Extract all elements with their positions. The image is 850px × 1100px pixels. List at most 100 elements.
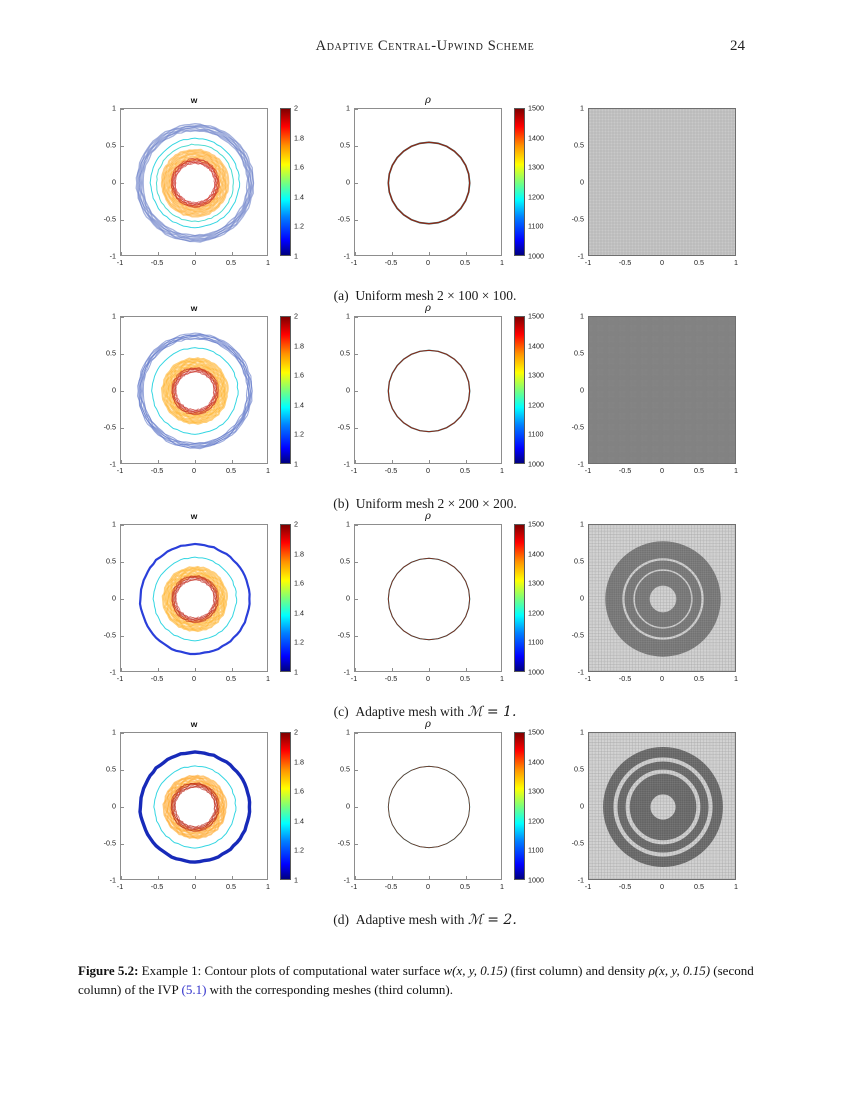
caption-text-2: (first column) and density xyxy=(507,963,649,978)
colorbar-tick-label: 1500 xyxy=(528,103,544,113)
x-tick-label: 0 xyxy=(192,674,196,683)
x-tick-mark xyxy=(232,876,233,879)
subcaption-letter: (b) xyxy=(333,496,356,511)
y-tick-mark xyxy=(121,391,124,392)
y-tick-mark xyxy=(121,733,124,734)
y-tick-mark xyxy=(121,428,124,429)
y-tick-label: 1 xyxy=(580,727,584,737)
rho-plot-title: ρ xyxy=(425,95,431,106)
x-tick-mark xyxy=(158,252,159,255)
x-tick-label: 0.5 xyxy=(226,258,236,267)
mesh-artwork xyxy=(589,733,735,879)
rho-axes-a[interactable] xyxy=(354,108,502,256)
mesh-artwork xyxy=(589,525,735,671)
y-tick-label: 1 xyxy=(580,103,584,113)
x-tick-label: 1 xyxy=(734,466,738,475)
x-tick-label: -1 xyxy=(584,882,592,891)
mesh-axes-c[interactable] xyxy=(588,524,736,672)
x-tick-label: 0.5 xyxy=(694,674,704,683)
rho-axes-b[interactable] xyxy=(354,316,502,464)
w-axes-b[interactable] xyxy=(120,316,268,464)
colorbar-tick-label: 1.8 xyxy=(294,133,304,143)
x-tick-mark xyxy=(195,876,196,879)
y-tick-mark xyxy=(355,844,358,845)
y-tick-label: 0 xyxy=(580,385,584,395)
colorbar-tick-label: 1.2 xyxy=(294,637,304,647)
y-tick-label: 0 xyxy=(112,593,116,603)
x-tick-mark xyxy=(466,876,467,879)
rho-axes-d[interactable] xyxy=(354,732,502,880)
subcaption-letter: (a) xyxy=(333,288,356,303)
running-head-title: Adaptive Central-Upwind Scheme xyxy=(315,38,535,54)
w-axes-d[interactable] xyxy=(120,732,268,880)
y-tick-mark xyxy=(355,733,358,734)
colorbar-tick-label: 1 xyxy=(294,875,298,885)
x-tick-mark xyxy=(355,668,356,671)
mesh-axes-a[interactable] xyxy=(588,108,736,256)
x-tick-label: 0 xyxy=(192,466,196,475)
colorbar-tick-label: 1100 xyxy=(528,221,544,231)
rho-contour-artwork xyxy=(387,557,471,641)
colorbar-tick-label: 1300 xyxy=(528,786,544,796)
x-tick-mark xyxy=(392,252,393,255)
x-tick-mark xyxy=(158,460,159,463)
colorbar-tick-label: 1200 xyxy=(528,192,544,202)
subcaption-math: ℳ = 2. xyxy=(467,912,517,928)
colorbar-tick-label: 2 xyxy=(294,519,298,529)
y-tick-mark xyxy=(355,183,358,184)
x-tick-label: -1 xyxy=(584,258,592,267)
w-axes-c[interactable] xyxy=(120,524,268,672)
y-tick-label: -0.5 xyxy=(103,214,116,224)
colorbar-tick-label: 1300 xyxy=(528,162,544,172)
x-tick-mark xyxy=(466,460,467,463)
y-tick-label: -0.5 xyxy=(571,630,584,640)
y-tick-mark xyxy=(355,354,358,355)
x-tick-label: 0.5 xyxy=(694,466,704,475)
x-tick-label: 0.5 xyxy=(694,258,704,267)
x-tick-label: 0 xyxy=(426,882,430,891)
w-axes-a[interactable] xyxy=(120,108,268,256)
y-tick-label: 0 xyxy=(112,801,116,811)
colorbar-tick-label: 1.2 xyxy=(294,221,304,231)
x-tick-mark xyxy=(429,460,430,463)
mesh-axes-d[interactable] xyxy=(588,732,736,880)
y-tick-label: -0.5 xyxy=(103,838,116,848)
x-tick-label: -0.5 xyxy=(384,882,398,891)
x-tick-mark xyxy=(392,876,393,879)
equation-reference-link[interactable]: (5.1) xyxy=(181,981,207,997)
colorbar-tick-label: 1.6 xyxy=(294,370,304,380)
subcaption-text: Adaptive mesh with xyxy=(355,912,468,927)
y-tick-label: 1 xyxy=(346,727,350,737)
x-tick-label: 0.5 xyxy=(226,882,236,891)
x-tick-label: -1 xyxy=(116,674,124,683)
y-tick-label: 0.5 xyxy=(106,556,116,566)
mesh-axes-b[interactable] xyxy=(588,316,736,464)
colorbar-tick-label: 1400 xyxy=(528,341,544,351)
w-contour-artwork xyxy=(138,542,251,656)
rho-axes-c[interactable] xyxy=(354,524,502,672)
y-tick-label: 1 xyxy=(580,311,584,321)
x-tick-label: 1 xyxy=(266,882,270,891)
x-tick-mark xyxy=(466,668,467,671)
colorbar-gradient xyxy=(280,108,291,256)
y-tick-mark xyxy=(121,220,124,221)
colorbar-tick-label: 1500 xyxy=(528,519,544,529)
x-tick-label: 0.5 xyxy=(460,882,470,891)
x-tick-label: -0.5 xyxy=(618,466,632,475)
x-tick-label: 0.5 xyxy=(226,466,236,475)
x-tick-label: -0.5 xyxy=(150,882,164,891)
colorbar-tick-label: 1.8 xyxy=(294,757,304,767)
colorbar-tick-label: 1500 xyxy=(528,311,544,321)
y-tick-label: 0.5 xyxy=(106,140,116,150)
y-tick-label: -1 xyxy=(343,667,350,677)
subcaption-letter: (d) xyxy=(333,912,356,927)
x-tick-label: -1 xyxy=(584,466,592,475)
colorbar-tick-label: 1.4 xyxy=(294,816,304,826)
colorbar-tick-label: 1 xyxy=(294,251,298,261)
x-tick-mark xyxy=(195,252,196,255)
x-tick-mark xyxy=(158,668,159,671)
colorbar-tick-label: 1.6 xyxy=(294,786,304,796)
x-tick-mark xyxy=(232,252,233,255)
colorbar-tick-label: 1.4 xyxy=(294,400,304,410)
y-tick-label: 0 xyxy=(580,593,584,603)
